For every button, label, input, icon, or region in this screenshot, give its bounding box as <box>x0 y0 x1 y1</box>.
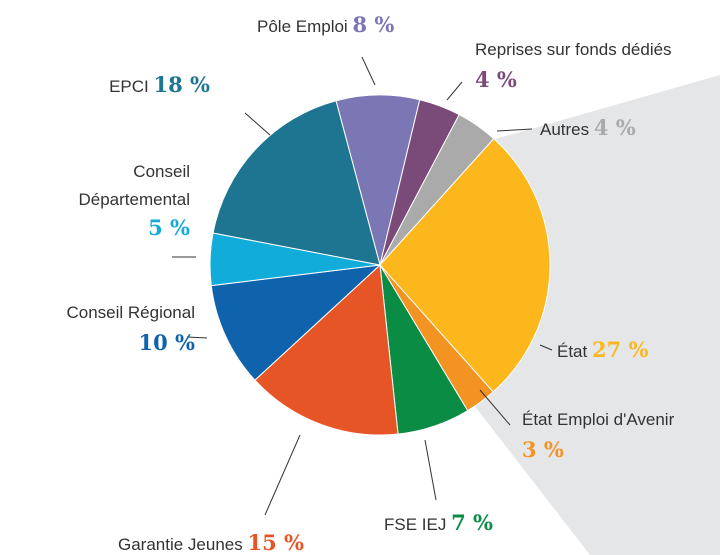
leader-line <box>264 434 301 516</box>
value-label: 7 % <box>451 510 493 535</box>
category-name: État <box>557 342 588 361</box>
leader-line <box>539 344 553 351</box>
value-label: 15 % <box>247 530 304 555</box>
leader-line <box>424 439 437 501</box>
pie-slice <box>210 264 382 381</box>
value-label: 8 % <box>352 12 395 37</box>
value-label: 3 % <box>522 437 564 462</box>
category-name: Pôle Emploi <box>257 17 348 36</box>
slice-label: Autres 4 % <box>540 113 636 145</box>
leader-line <box>361 56 376 86</box>
value-label: 18 % <box>153 72 211 97</box>
category-name: Conseil Régional <box>66 303 195 322</box>
slice-label: FSE IEJ 7 % <box>384 508 493 540</box>
leader-line <box>244 112 271 136</box>
leader-line <box>446 81 463 101</box>
slice-label: État 27 % <box>557 335 648 367</box>
slice-label: Conseil Régional 10 % <box>66 298 195 358</box>
value-label: 4 % <box>593 115 636 140</box>
slice-label: Conseil Départemental 5 % <box>50 158 190 242</box>
slice-label: Garantie Jeunes 15 % <box>118 528 304 555</box>
pie-slice <box>212 100 381 266</box>
category-name: Conseil Départemental <box>78 162 190 209</box>
category-name: État Emploi d'Avenir <box>522 410 675 429</box>
category-name: EPCI <box>109 77 149 96</box>
value-label: 10 % <box>138 330 196 355</box>
category-name: Autres <box>540 120 590 139</box>
category-name: FSE IEJ <box>384 515 447 534</box>
pie-slice <box>254 263 399 436</box>
value-label: 27 % <box>591 337 649 362</box>
slice-label: EPCI 18 % <box>109 70 210 102</box>
pie-slice <box>379 138 551 393</box>
slice-label: Pôle Emploi 8 % <box>257 10 394 42</box>
leader-line <box>479 389 511 426</box>
category-name: Reprises sur fonds dédiés <box>475 40 672 59</box>
value-label: 5 % <box>148 215 190 240</box>
leader-line <box>496 128 533 132</box>
value-label: 4 % <box>475 67 517 92</box>
slice-label: État Emploi d'Avenir 3 % <box>522 405 674 465</box>
leader-line <box>186 336 208 339</box>
slice-label: Reprises sur fonds dédiés 4 % <box>475 35 672 95</box>
category-name: Garantie Jeunes <box>118 535 243 554</box>
